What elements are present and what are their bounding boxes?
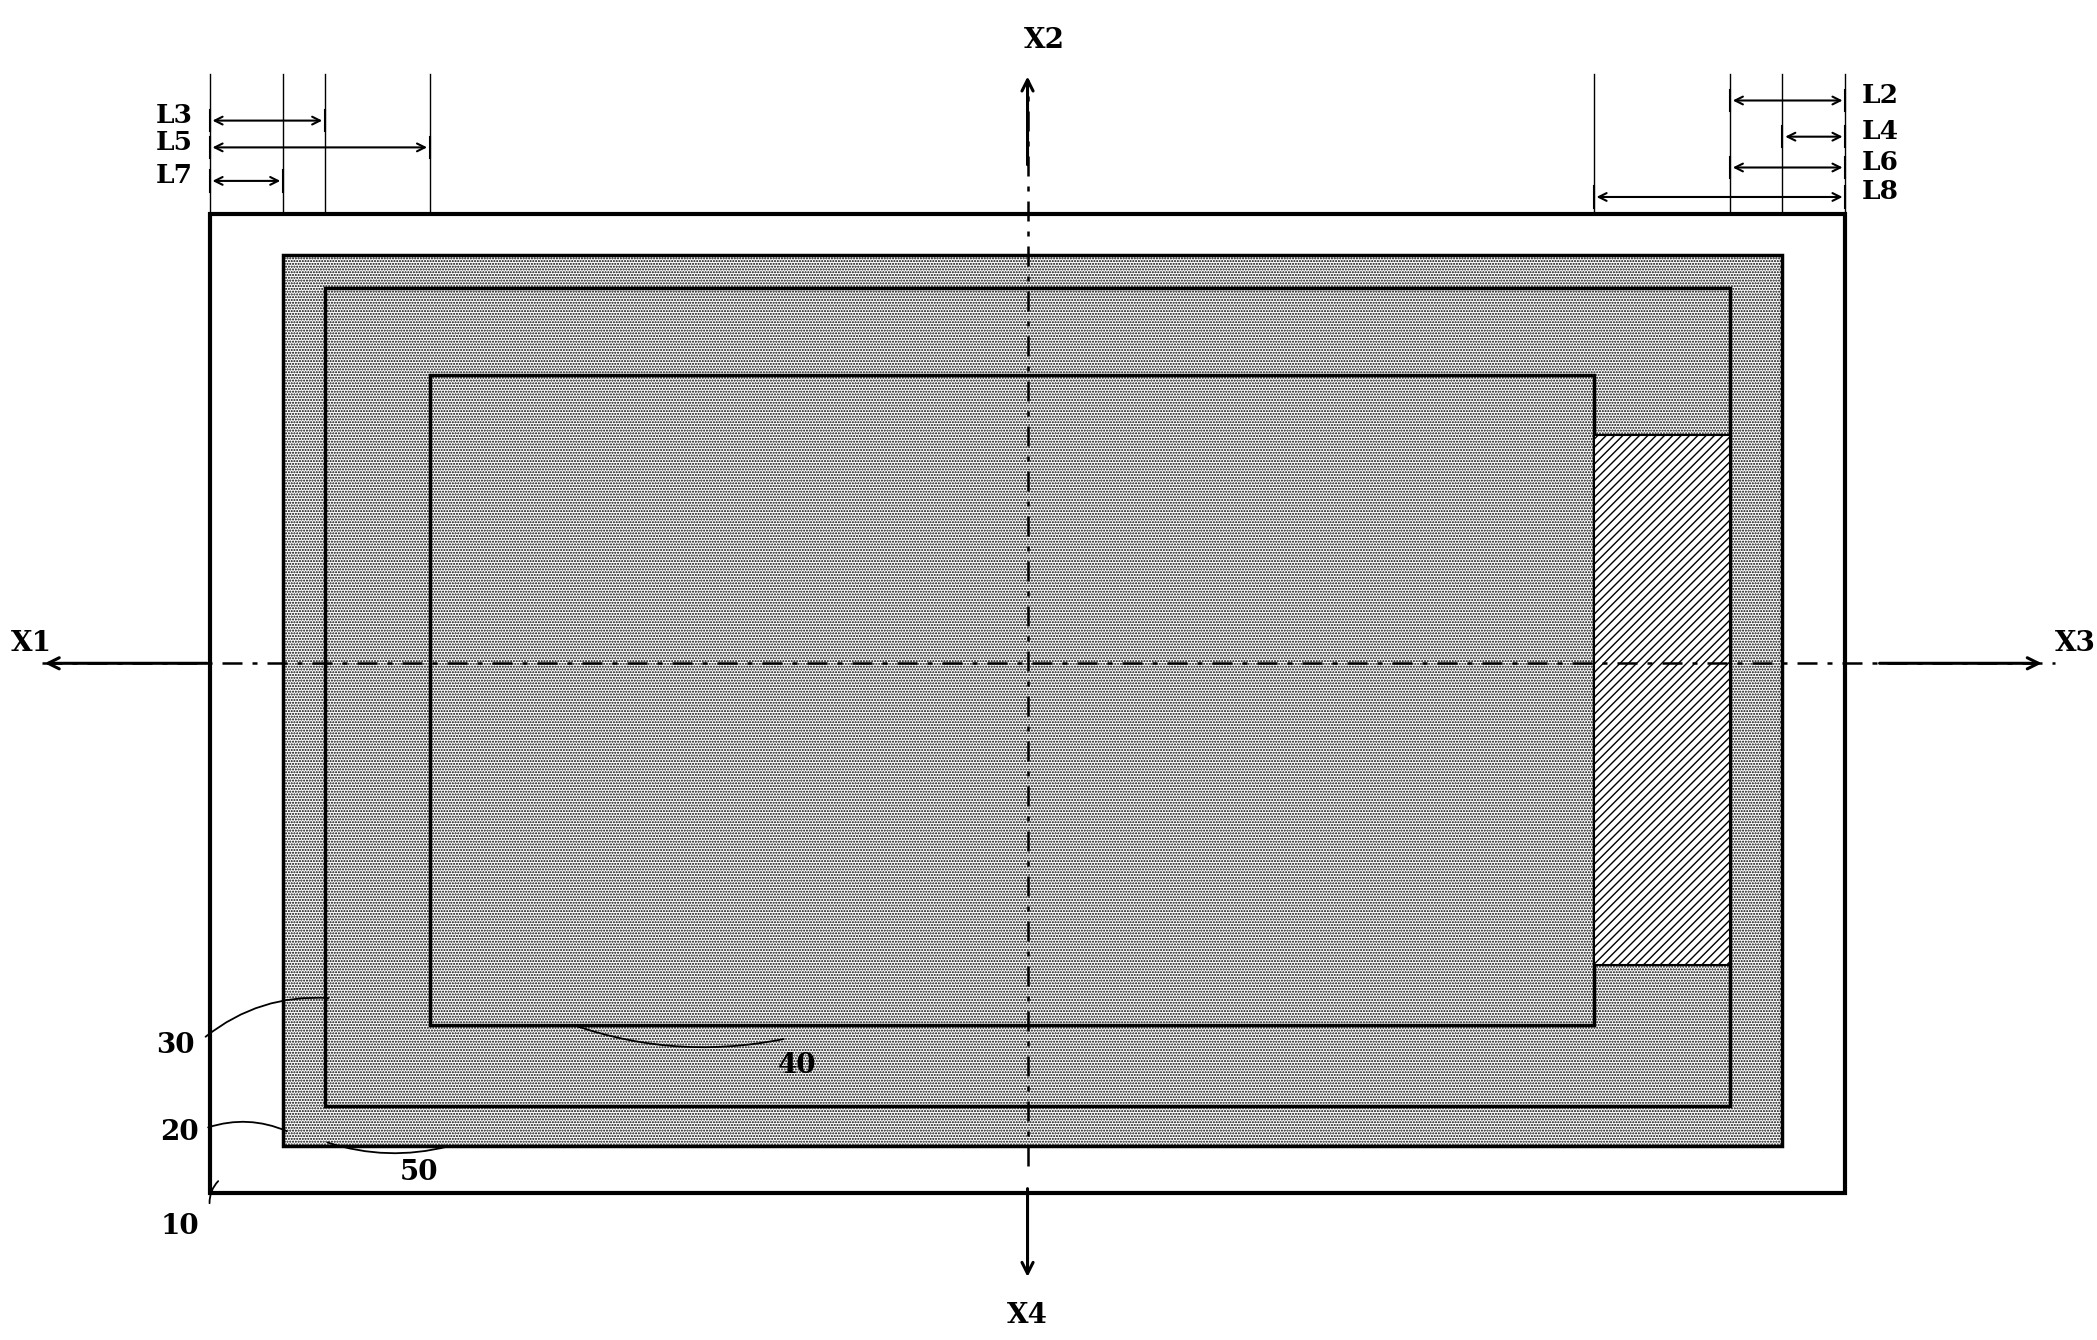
Text: L7: L7 <box>155 163 193 188</box>
Bar <box>1594 436 1730 965</box>
Text: 20: 20 <box>161 1119 199 1146</box>
Text: 30: 30 <box>157 1032 195 1059</box>
Bar <box>210 214 1845 1193</box>
Text: X1: X1 <box>10 630 52 657</box>
Text: L3: L3 <box>155 103 193 127</box>
Text: 50: 50 <box>401 1159 438 1186</box>
Text: L6: L6 <box>1862 150 1900 174</box>
Text: X3: X3 <box>2055 630 2095 657</box>
Text: L8: L8 <box>1862 180 1900 204</box>
Text: 40: 40 <box>778 1052 816 1079</box>
Text: 10: 10 <box>161 1213 199 1240</box>
Text: L4: L4 <box>1862 119 1900 143</box>
Text: L5: L5 <box>155 130 193 154</box>
Bar <box>430 375 1594 1025</box>
Text: X4: X4 <box>1007 1302 1048 1329</box>
Text: L2: L2 <box>1862 83 1900 107</box>
Bar <box>325 288 1730 1106</box>
Text: X2: X2 <box>1023 27 1065 54</box>
Bar <box>283 255 1782 1146</box>
